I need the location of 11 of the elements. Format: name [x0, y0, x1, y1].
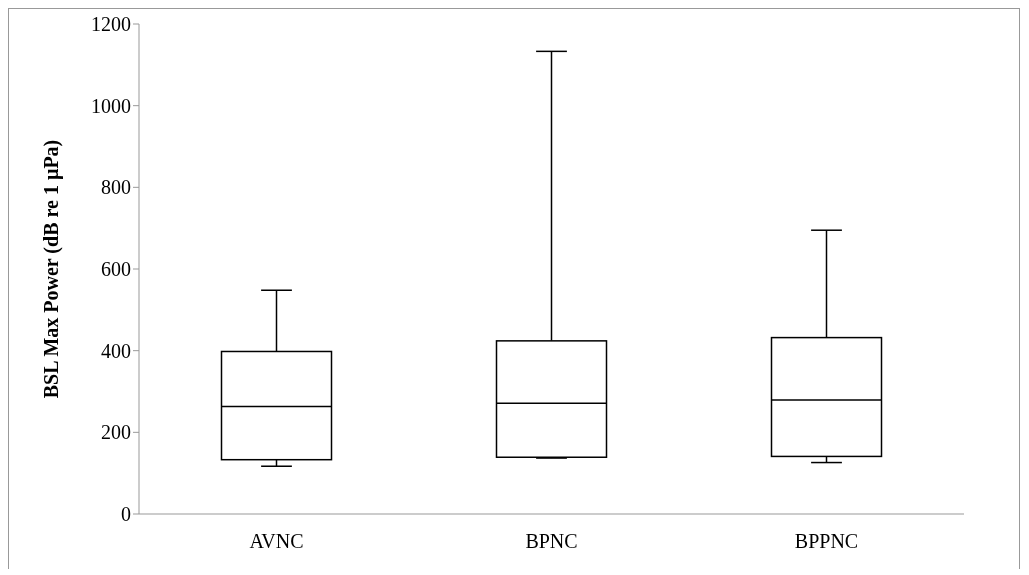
- y-tick-label: 1200: [91, 13, 131, 36]
- y-tick-label: 200: [101, 421, 131, 444]
- y-axis-title: BSL Max Power (dB re 1 µPa): [40, 139, 64, 399]
- y-tick-label: 800: [101, 176, 131, 199]
- x-tick-label: BPNC: [525, 530, 578, 553]
- y-tick-label: 1000: [91, 94, 131, 117]
- y-tick-label: 400: [101, 339, 131, 362]
- x-tick-label: AVNC: [249, 530, 304, 553]
- y-tick-label: 600: [101, 258, 131, 281]
- y-tick-label: 0: [121, 503, 131, 526]
- x-tick-label: BPPNC: [794, 530, 859, 553]
